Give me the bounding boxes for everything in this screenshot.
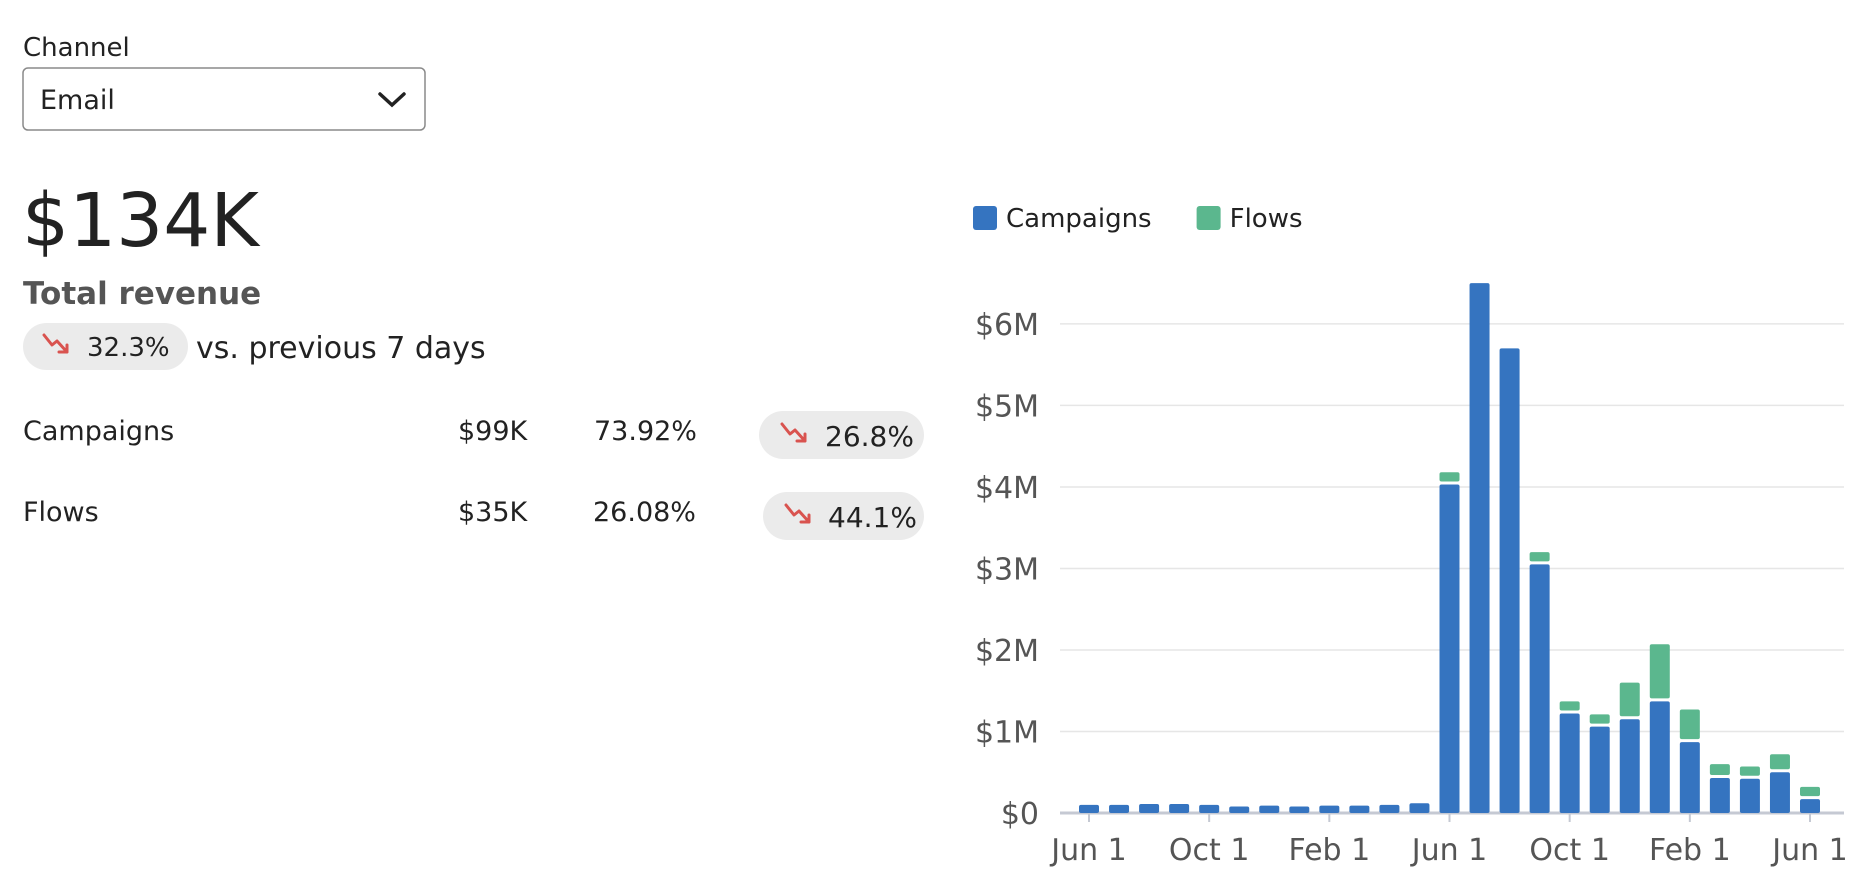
- bar-segment: [1289, 806, 1310, 813]
- bar-segment: [1769, 754, 1790, 770]
- bar-segment: [1619, 682, 1640, 717]
- dropdown-box[interactable]: [22, 67, 426, 131]
- x-tick-label: Oct 1: [1169, 833, 1250, 868]
- bar-segment: [1499, 348, 1520, 813]
- bar-segment: [1649, 644, 1670, 699]
- legend-label: Flows: [1230, 204, 1303, 234]
- bar-segment: [1769, 772, 1790, 813]
- x-tick-label: Jun 1: [1770, 833, 1848, 868]
- total-value: $134K: [22, 178, 261, 264]
- channel-label: Channel: [23, 33, 130, 63]
- bar-segment: [1800, 786, 1820, 797]
- legend-label: Campaigns: [1006, 204, 1152, 234]
- x-tick-label: Jun 1: [1049, 833, 1127, 868]
- y-tick-label: $2M: [975, 634, 1039, 669]
- bar-segment: [1679, 742, 1700, 813]
- row-name: Flows: [23, 497, 99, 528]
- bar-segment: [1559, 713, 1580, 813]
- bar-segment: [1679, 709, 1700, 740]
- bar-segment: [1529, 564, 1550, 813]
- dropdown-chevron[interactable]: [378, 92, 406, 108]
- dropdown-value[interactable]: Email: [40, 85, 115, 116]
- bar-segment: [1229, 806, 1250, 813]
- bar-segment: [1800, 799, 1820, 813]
- row-revenue: $35K: [458, 497, 529, 528]
- bar-segment: [1109, 804, 1130, 813]
- row-name: Campaigns: [23, 416, 174, 447]
- bar-segment: [1559, 701, 1580, 711]
- down-icon: [42, 333, 69, 354]
- legend-swatch: [1196, 206, 1221, 230]
- bar-segment: [1079, 804, 1099, 813]
- x-tick-label: Jun 1: [1410, 833, 1488, 868]
- bar-segment: [1139, 804, 1160, 813]
- bar-segment: [1469, 283, 1490, 814]
- bar-segment: [1409, 803, 1430, 813]
- bar-segment: [1199, 804, 1220, 813]
- bar-segment: [1349, 805, 1370, 813]
- bar-segment: [1709, 764, 1730, 775]
- change-value: 32.3%: [87, 333, 170, 363]
- bar-segment: [1649, 701, 1670, 813]
- bar-segment: [1709, 777, 1730, 813]
- row-share: 26.08%: [593, 497, 696, 528]
- revenue-chart: Campaigns Flows $0 $1M $2M $3M $4M $5M $6M Jun 1 O…: [973, 204, 1848, 868]
- row-share: 73.92%: [594, 416, 697, 447]
- bar-segment: [1379, 804, 1400, 813]
- change-badge: [23, 323, 188, 370]
- y-tick-label: $5M: [975, 389, 1039, 424]
- down-icon: [780, 422, 807, 443]
- y-tick-label: $1M: [975, 715, 1039, 750]
- change-badge: [763, 492, 924, 540]
- x-tick-label: Feb 1: [1288, 833, 1370, 868]
- bar-segment: [1439, 472, 1460, 482]
- bar-segment: [1529, 552, 1550, 562]
- y-tick-label: $4M: [975, 471, 1039, 506]
- bar-segment: [1259, 805, 1280, 813]
- x-tick-label: Oct 1: [1529, 833, 1610, 868]
- row-change: 26.8%: [825, 420, 914, 453]
- comparison-text: vs. previous 7 days: [196, 331, 486, 366]
- x-tick-label: Feb 1: [1649, 833, 1731, 868]
- channel-dropdown[interactable]: Email: [22, 67, 426, 131]
- change-badge: [759, 411, 924, 459]
- down-icon: [784, 503, 811, 524]
- bar-segment: [1589, 714, 1610, 724]
- bar-segment: [1739, 778, 1760, 813]
- y-tick-label: $0: [1001, 797, 1039, 832]
- bar-segment: [1169, 804, 1190, 813]
- bar-segment: [1439, 484, 1460, 813]
- bar-segment: [1589, 726, 1610, 813]
- bar-segment: [1739, 766, 1760, 776]
- bar-segment: [1619, 719, 1640, 813]
- row-change: 44.1%: [828, 501, 917, 534]
- bar-segment: [1319, 805, 1340, 813]
- total-label: Total revenue: [23, 276, 261, 312]
- y-tick-label: $3M: [975, 552, 1039, 587]
- legend-swatch: [973, 206, 997, 230]
- y-tick-label: $6M: [975, 308, 1039, 343]
- row-revenue: $99K: [458, 416, 529, 447]
